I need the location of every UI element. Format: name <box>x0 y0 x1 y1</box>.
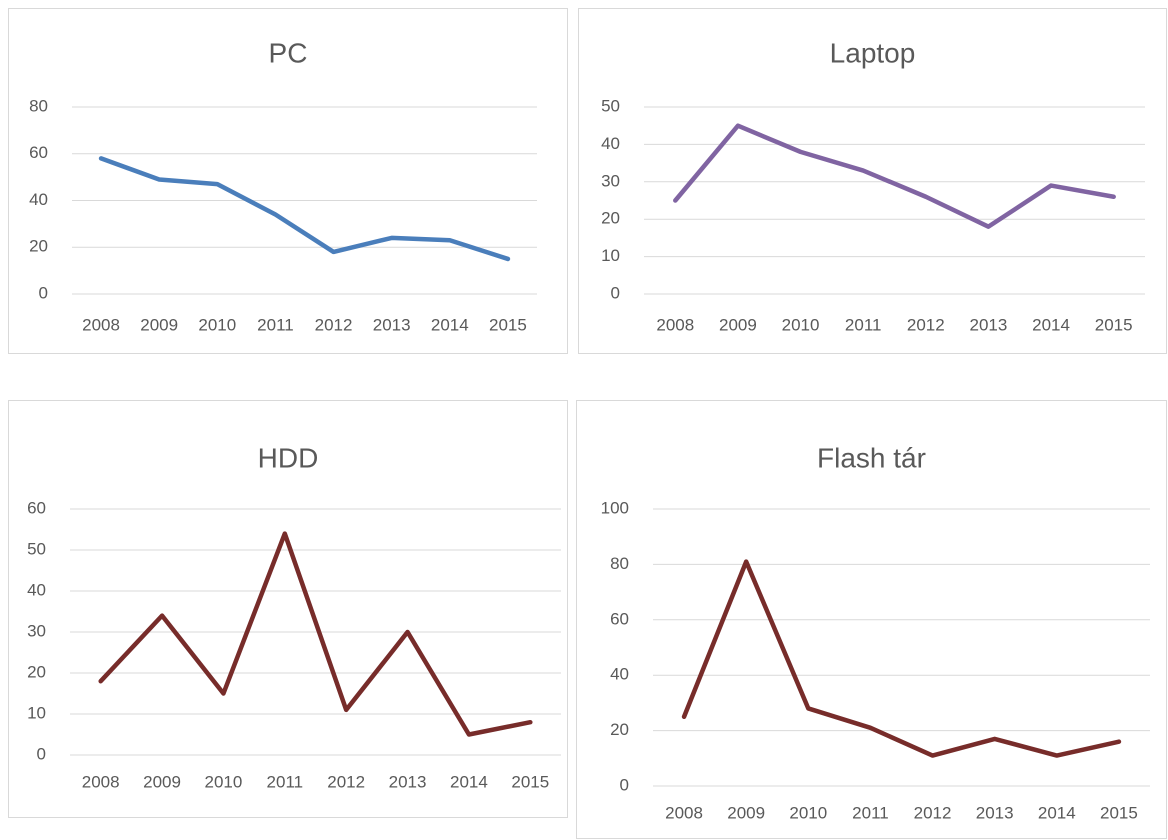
data-line <box>681 559 1122 758</box>
x-tick-label: 2011 <box>845 315 882 334</box>
x-tick-label: 2014 <box>450 772 488 791</box>
y-tick-label: 60 <box>610 609 629 628</box>
chart-title: PC <box>269 37 308 68</box>
y-tick-label: 30 <box>27 621 46 640</box>
chart-frame <box>8 400 568 818</box>
x-tick-label: 2013 <box>976 803 1014 822</box>
x-tick-label: 2015 <box>489 315 527 334</box>
x-tick-label: 2014 <box>431 315 469 334</box>
y-tick-label: 80 <box>610 554 629 573</box>
y-tick-label: 40 <box>610 665 629 684</box>
y-tick-label: 0 <box>620 775 629 794</box>
y-tick-label: 20 <box>601 209 620 228</box>
x-tick-label: 2010 <box>198 315 236 334</box>
x-tick-label: 2011 <box>267 772 304 791</box>
y-tick-label: 50 <box>601 96 620 115</box>
y-tick-label: 100 <box>601 498 629 517</box>
y-tick-label: 40 <box>601 134 620 153</box>
x-tick-label: 2014 <box>1032 315 1070 334</box>
x-tick-label: 2009 <box>143 772 181 791</box>
x-tick-label: 2009 <box>727 803 765 822</box>
x-tick-label: 2011 <box>852 803 889 822</box>
x-tick-label: 2013 <box>373 315 411 334</box>
x-tick-label: 2010 <box>205 772 243 791</box>
x-tick-label: 2013 <box>389 772 427 791</box>
y-tick-label: 60 <box>27 498 46 517</box>
y-tick-label: 10 <box>601 246 620 265</box>
x-tick-label: 2012 <box>914 803 952 822</box>
y-tick-label: 0 <box>39 283 48 302</box>
x-tick-label: 2008 <box>82 315 120 334</box>
x-tick-label: 2009 <box>719 315 757 334</box>
y-tick-label: 10 <box>27 703 46 722</box>
y-tick-label: 80 <box>29 96 48 115</box>
x-tick-label: 2012 <box>907 315 945 334</box>
x-tick-label: 2012 <box>327 772 365 791</box>
x-tick-label: 2015 <box>1100 803 1138 822</box>
chart-title: HDD <box>258 442 319 473</box>
x-tick-label: 2013 <box>970 315 1008 334</box>
x-tick-label: 2014 <box>1038 803 1076 822</box>
x-tick-label: 2008 <box>665 803 703 822</box>
y-tick-label: 60 <box>29 143 48 162</box>
chart-frame <box>578 8 1167 354</box>
x-tick-label: 2009 <box>140 315 178 334</box>
y-tick-label: 0 <box>611 283 620 302</box>
y-tick-label: 40 <box>27 580 46 599</box>
x-tick-label: 2015 <box>1095 315 1133 334</box>
chart-title: Flash tár <box>817 442 926 473</box>
chart-frame <box>8 8 568 354</box>
x-tick-label: 2012 <box>315 315 353 334</box>
data-line <box>98 156 511 262</box>
x-tick-label: 2010 <box>782 315 820 334</box>
y-tick-label: 20 <box>29 237 48 256</box>
y-tick-label: 30 <box>601 171 620 190</box>
y-tick-label: 0 <box>37 744 46 763</box>
data-line <box>673 123 1116 229</box>
x-tick-label: 2015 <box>511 772 549 791</box>
y-tick-label: 20 <box>610 720 629 739</box>
x-tick-label: 2010 <box>789 803 827 822</box>
x-tick-label: 2008 <box>82 772 120 791</box>
y-tick-label: 20 <box>27 662 46 681</box>
x-tick-label: 2008 <box>656 315 694 334</box>
data-line <box>98 531 533 737</box>
chart-title: Laptop <box>830 37 916 68</box>
x-tick-label: 2011 <box>257 315 294 334</box>
y-tick-label: 40 <box>29 190 48 209</box>
y-tick-label: 50 <box>27 539 46 558</box>
